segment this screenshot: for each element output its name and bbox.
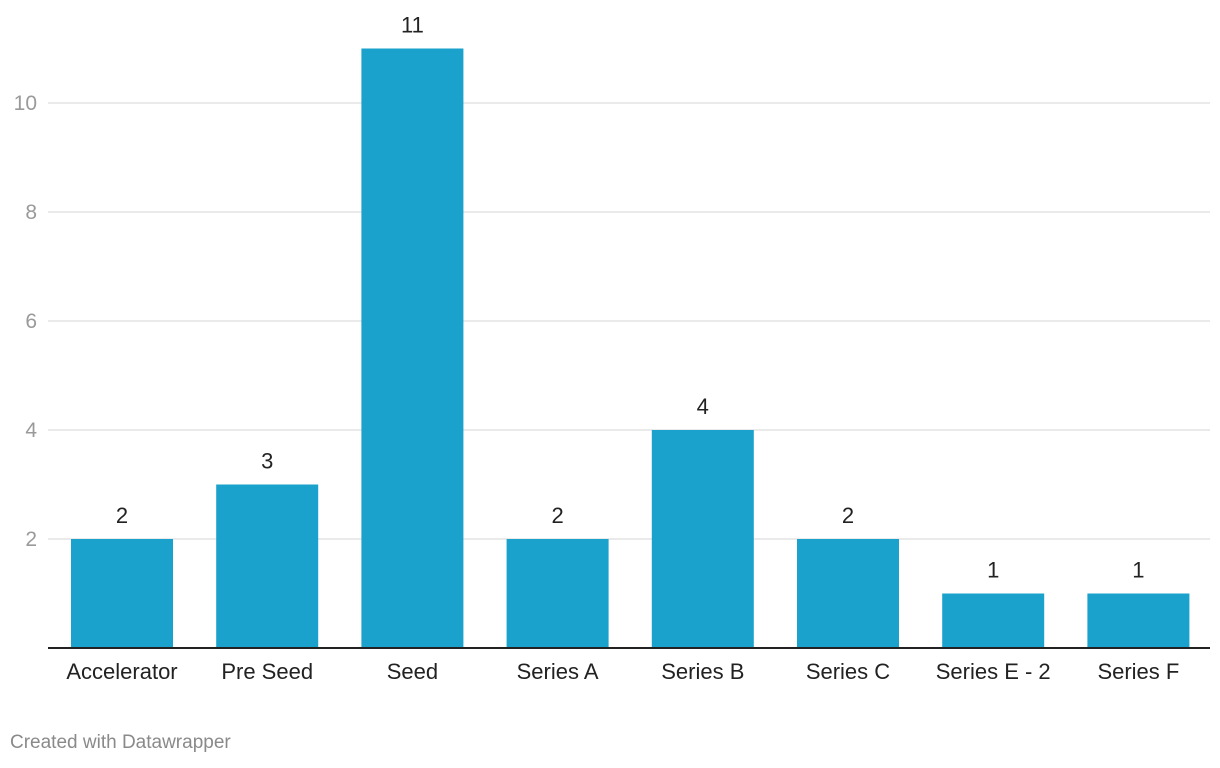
y-tick-label: 2 xyxy=(25,528,37,551)
bar xyxy=(797,539,899,648)
bar-value-label: 1 xyxy=(987,558,999,583)
bar xyxy=(361,48,464,648)
bar xyxy=(506,539,609,648)
bar-value-label: 3 xyxy=(261,449,273,474)
x-category-label: Series F xyxy=(1097,659,1179,684)
y-tick-label: 6 xyxy=(25,310,37,333)
bar-value-label: 2 xyxy=(551,503,563,528)
x-category-label: Series C xyxy=(806,659,890,684)
bar xyxy=(651,430,754,648)
bar xyxy=(1087,593,1190,648)
bar-value-label: 2 xyxy=(842,503,854,528)
bar-value-label: 1 xyxy=(1132,558,1144,583)
y-tick-label: 4 xyxy=(25,419,37,442)
x-category-label: Series B xyxy=(661,659,744,684)
bar-value-label: 11 xyxy=(401,13,424,38)
y-axis-ticks: 2 4 6 8 10 xyxy=(14,92,38,551)
x-axis-categories: Accelerator Pre Seed Seed Series A Series B S… xyxy=(66,659,1179,684)
bars xyxy=(71,48,1190,648)
credit-text: Created with Datawrapper xyxy=(10,732,231,753)
bar-value-label: 2 xyxy=(116,503,128,528)
gridlines xyxy=(48,102,1210,540)
x-category-label: Series A xyxy=(517,659,599,684)
bar xyxy=(216,484,319,648)
bar xyxy=(71,539,173,648)
x-category-label: Series E - 2 xyxy=(936,659,1051,684)
bar xyxy=(942,593,1045,648)
x-category-label: Pre Seed xyxy=(221,659,313,684)
bar-value-label: 4 xyxy=(697,394,709,419)
y-tick-label: 10 xyxy=(14,92,37,115)
x-category-label: Accelerator xyxy=(66,659,177,684)
y-tick-label: 8 xyxy=(25,201,37,224)
x-category-label: Seed xyxy=(387,659,438,684)
